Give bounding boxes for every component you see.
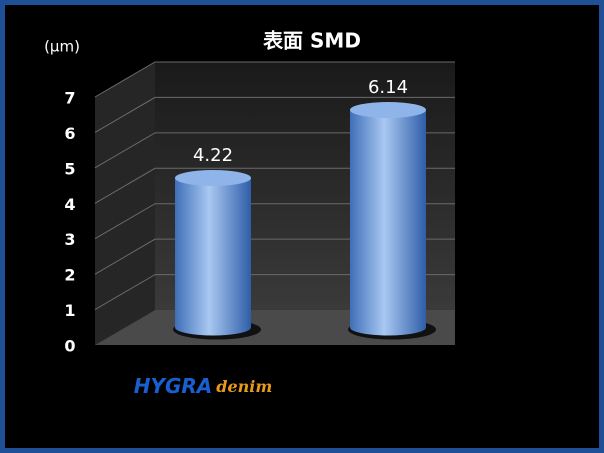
grid-line — [94, 96, 455, 133]
y-tick-label: 6 — [64, 124, 75, 143]
bar-top — [175, 169, 251, 186]
value-label: 6.14 — [368, 77, 408, 98]
y-axis-label: (μm) — [44, 38, 80, 56]
bar-body — [175, 177, 251, 328]
value-label: 4.22 — [193, 145, 233, 166]
y-tick-label: 0 — [64, 337, 75, 356]
y-tick-label: 4 — [64, 195, 75, 214]
side-wall — [95, 62, 155, 345]
y-tick-label: 7 — [64, 89, 75, 108]
x-tick-label: HYGRA denim — [134, 374, 273, 398]
y-tick-label: 1 — [64, 301, 75, 320]
y-tick-label: 5 — [64, 159, 75, 178]
y-tick-label: 3 — [64, 230, 75, 249]
chart-title: 表面 SMD — [263, 29, 361, 53]
bar: 6.14 — [348, 77, 436, 340]
y-tick-label: 2 — [64, 266, 75, 285]
grid-line — [94, 61, 455, 98]
bar-body — [350, 109, 426, 328]
bar: 4.22 — [173, 145, 261, 340]
bar-top — [350, 101, 426, 118]
